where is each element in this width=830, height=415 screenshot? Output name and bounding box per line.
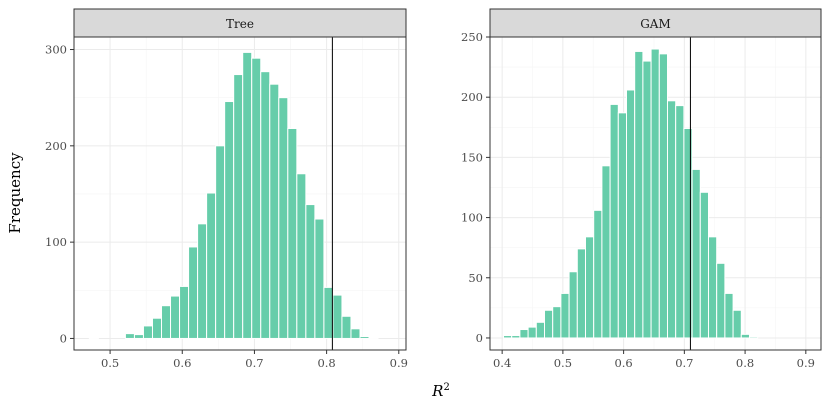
histogram-bar [552, 306, 562, 339]
histogram-bar [314, 218, 325, 339]
histogram-bar [188, 246, 199, 339]
y-tick-label: 200 [461, 90, 483, 104]
histogram-bar [748, 336, 759, 339]
y-tick-label: 250 [461, 30, 483, 44]
x-axis-gam: 0.4 0.5 0.6 0.7 0.8 0.9 [493, 350, 815, 370]
x-tick-label: 0.9 [797, 356, 815, 370]
histogram-bar [206, 192, 217, 339]
y-axis-gam: 0 50 100 150 200 250 [461, 30, 490, 345]
histogram-bar [568, 271, 578, 339]
y-tick-label: 0 [60, 331, 67, 345]
bars-gam [503, 48, 759, 339]
strip-gam [489, 8, 822, 38]
x-axis-title-superscript: 2 [443, 382, 449, 393]
histogram-bar [341, 315, 352, 339]
histogram-bar [675, 105, 685, 339]
histogram-bar [576, 248, 587, 339]
bars-tree [88, 51, 379, 339]
x-tick-label: 0.8 [317, 356, 335, 370]
histogram-bar [170, 295, 181, 339]
y-tick-label: 0 [476, 331, 483, 345]
histogram-bar [560, 292, 570, 339]
histogram-bar [215, 145, 226, 339]
y-tick-label: 100 [45, 235, 67, 249]
strip-label-tree: Tree [226, 17, 254, 31]
histogram-bar [278, 97, 289, 339]
histogram-bar [609, 103, 619, 339]
histogram-bar [519, 329, 529, 339]
x-tick-label: 0.6 [614, 356, 632, 370]
y-tick-label: 200 [45, 139, 67, 153]
panel-gam: GAM 0.4 0.5 0.6 0.7 0.8 0.9 0 50 100 150 200 250 [461, 8, 822, 370]
histogram-bar [296, 173, 307, 339]
histogram-bar [601, 165, 611, 339]
strip-tree [73, 8, 407, 38]
histogram-bar [650, 48, 660, 339]
histogram-bar [368, 336, 379, 339]
histogram-bar [724, 292, 734, 339]
x-tick-label: 0.6 [173, 356, 191, 370]
histogram-bar [617, 112, 627, 339]
histogram-bar [359, 336, 370, 339]
histogram-bar [535, 321, 546, 339]
histogram-bar [260, 71, 271, 339]
histogram-bar [707, 236, 718, 339]
histogram-bar [197, 223, 208, 339]
x-tick-label: 0.7 [245, 356, 263, 370]
histogram-bar [323, 286, 334, 339]
x-axis-title: R2 [431, 382, 450, 400]
y-tick-label: 150 [461, 150, 483, 164]
histogram-bar [242, 51, 253, 339]
panel-border-gam [489, 36, 822, 351]
histogram-bar [699, 191, 709, 339]
histogram-bar [593, 209, 603, 339]
histogram-bar [527, 326, 537, 339]
histogram-bar [503, 335, 513, 339]
histogram-bar [511, 335, 521, 339]
x-axis-title-base: R [431, 382, 443, 400]
histogram-bar [224, 101, 235, 339]
panel-tree: Tree 0.5 0.6 0.7 0.8 0.9 0 100 200 300 [45, 8, 408, 370]
histogram-bar [151, 317, 163, 339]
histogram-bar [251, 57, 262, 339]
x-tick-label: 0.5 [101, 356, 119, 370]
y-axis-tree: 0 100 200 300 [45, 43, 74, 345]
y-tick-label: 100 [461, 211, 483, 225]
histogram-bar [332, 294, 343, 339]
histogram-bar [142, 325, 153, 339]
histogram-bar [305, 204, 316, 339]
histogram-bar [350, 328, 361, 339]
strip-label-gam: GAM [640, 17, 671, 31]
histogram-bar [666, 100, 677, 339]
histogram-bar [133, 334, 144, 339]
histogram-bar [732, 309, 742, 339]
histogram-bar [691, 168, 701, 339]
histogram-bar [161, 305, 172, 339]
histogram-bar [233, 74, 244, 339]
panel-border-tree [73, 36, 407, 351]
x-tick-label: 0.9 [390, 356, 408, 370]
histogram-bar [179, 285, 190, 339]
histogram-bar [642, 60, 652, 339]
x-tick-label: 0.4 [493, 356, 511, 370]
histogram-bar [634, 50, 644, 339]
y-axis-title: Frequency [6, 152, 24, 234]
y-tick-label: 300 [45, 43, 67, 57]
histogram-bar [287, 127, 298, 339]
x-tick-label: 0.5 [554, 356, 572, 370]
x-tick-label: 0.7 [675, 356, 693, 370]
y-tick-label: 50 [468, 271, 483, 285]
histogram-bar [544, 309, 554, 339]
histogram-bar [269, 83, 280, 339]
histogram-bar [88, 336, 99, 339]
x-axis-tree: 0.5 0.6 0.7 0.8 0.9 [101, 350, 408, 370]
histogram-bar [740, 333, 750, 339]
histogram-bar [716, 262, 726, 339]
histogram-bar [658, 53, 668, 339]
x-tick-label: 0.8 [736, 356, 754, 370]
histogram-bar [585, 236, 595, 339]
histogram-bar [625, 89, 636, 339]
histogram-bar [124, 333, 135, 339]
